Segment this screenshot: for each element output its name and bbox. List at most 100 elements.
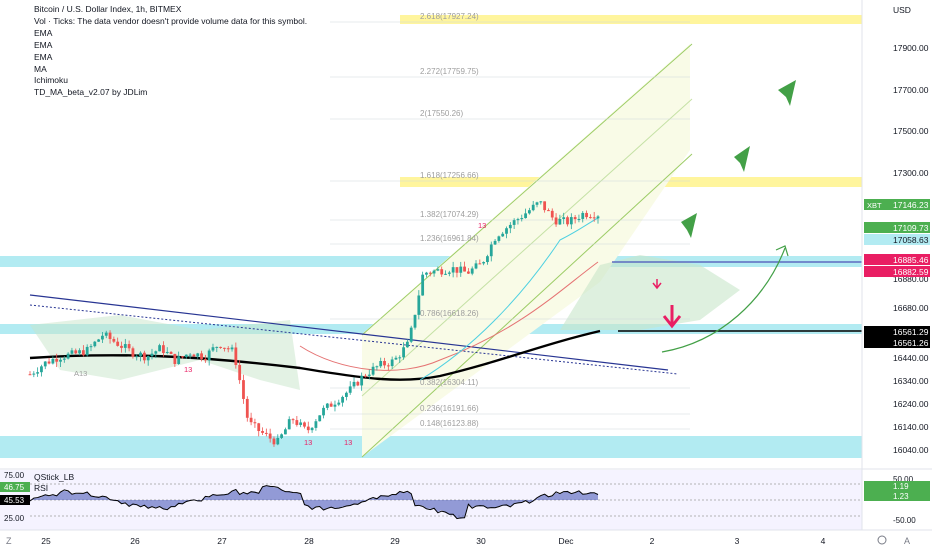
candle [284,427,287,435]
currency-label: USD [893,5,911,15]
candle [444,270,447,275]
candle [184,354,188,359]
ma-black-curve [29,329,601,381]
candle [512,218,516,229]
time-tick: 25 [41,536,51,546]
price-tick: 16440.00 [893,353,929,363]
candle [588,214,592,219]
candle [295,416,299,427]
candle [539,200,543,205]
candle [142,350,146,364]
candle [428,271,432,277]
ichimoku-cloud-left [30,315,300,390]
candle [230,344,234,352]
candle [158,343,162,352]
green-curved-arrow [661,247,786,353]
svg-text:16882.59: 16882.59 [893,267,929,277]
candle [573,214,577,224]
candle [482,261,486,266]
candle [207,348,211,366]
fib-levels-layer: 2.618(17927.24) 2.272(17759.75) 2(17550.26… [330,12,690,430]
indicator-ma[interactable]: MA [34,63,47,74]
zoom-z-icon: Z [6,536,12,546]
price-tick: 16880.00 [893,274,929,284]
candle [234,342,238,369]
fib-level: 0.148(16123.88) [330,419,690,430]
candle [585,210,588,220]
fib-level: 2(17550.26) [330,109,690,120]
blue-trendline [29,294,669,371]
candle [303,421,306,429]
qstick-label[interactable]: QStick_LB [34,472,75,482]
candle [245,396,249,422]
channel-lower-line [361,153,693,458]
svg-text:16885.46: 16885.46 [893,255,929,265]
candle [489,241,493,262]
osc-left-label: 25.00 [4,514,25,523]
fib-level: 0.786(16618.26) [330,309,690,320]
candle [409,325,413,344]
candle [150,348,154,360]
candle [341,395,344,407]
candle [531,200,535,212]
ichimoku-cloud [560,255,740,330]
svg-text:1.382(17074.29): 1.382(17074.29) [420,210,479,219]
fib-level: 1.236(16961.84) [330,234,690,245]
candle [516,217,520,225]
candle [127,340,131,352]
fib-level: 2.272(17759.75) [330,67,690,78]
candle [463,261,466,272]
candle [299,419,303,428]
candle [188,352,192,360]
svg-text:0.382(16304.11): 0.382(16304.11) [420,378,478,387]
green-arrow-up-3 [778,80,796,106]
osc-right-value: 1.23 [893,492,909,501]
indicator-ema-1[interactable]: EMA [34,27,53,38]
fib-level: 2.618(17927.24) [330,12,690,23]
candle [451,261,455,278]
price-tick: 17700.00 [893,85,929,95]
time-tick: 29 [390,536,400,546]
svg-text:17146.23: 17146.23 [893,200,929,210]
indicator-td-ma[interactable]: TD_MA_beta_v2.07 by JDLim [34,87,148,98]
candle [97,338,101,342]
price-label: 16885.46 [864,254,930,265]
rsi-label[interactable]: RSI [34,483,49,493]
price-axis[interactable]: USD 17900.00 17700.00 17500.00 17300.00 1688… [861,0,930,530]
candle [569,213,573,230]
symbol-title[interactable]: Bitcoin / U.S. Dollar Index, 1h, BITMEX [34,4,182,14]
candle [276,434,280,446]
svg-text:0.786(16618.26): 0.786(16618.26) [420,309,479,318]
candle [81,345,85,357]
candle [257,422,261,437]
ema-pink-curve [299,261,599,371]
svg-text:17109.73: 17109.73 [893,223,929,233]
bands-layer [0,15,862,458]
fib-level: 1.382(17074.29) [330,210,690,221]
indicator-ema-2[interactable]: EMA [34,39,53,50]
indicator-ema-3[interactable]: EMA [34,51,53,62]
candle [116,337,120,347]
price-tick: 16680.00 [893,303,929,313]
price-tick: 16240.00 [893,399,929,409]
rsi-line [29,485,599,520]
indicator-ichimoku[interactable]: Ichimoku [34,75,69,86]
candle [440,266,444,277]
svg-text:XBT: XBT [867,201,882,210]
qstick-area [30,485,598,519]
candle [314,419,318,431]
price-label: 16561.29 [864,326,930,337]
candle [322,405,325,419]
chart-legend: Bitcoin / U.S. Dollar Index, 1h, BITMEX … [34,4,307,99]
time-axis[interactable]: 25 26 27 28 29 30 Dec 2 3 4 [0,529,932,546]
candle [173,353,177,367]
svg-text:1.236(16961.84): 1.236(16961.84) [420,234,479,243]
candle [165,347,169,355]
candle [59,357,62,367]
dotted-trendline [29,304,679,375]
candle [253,418,257,428]
candle [146,355,150,366]
candle [425,271,428,278]
td-mark: 13 [184,365,192,374]
